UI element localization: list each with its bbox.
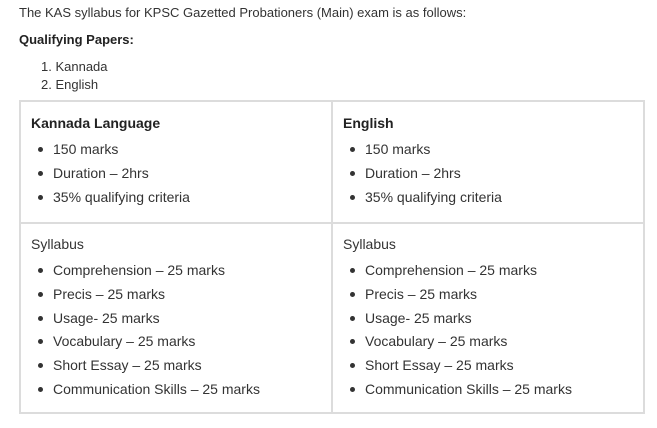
list-item: Comprehension – 25 marks [350,260,633,280]
list-item: Short Essay – 25 marks [38,355,321,375]
cell-heading: Kannada Language [31,115,161,131]
table-row: Kannada Language 150 marks Duration – 2h… [19,100,645,224]
list-item: 35% qualifying criteria [350,187,633,207]
list-item: Communication Skills – 25 marks [350,379,633,399]
syllabus-table: Kannada Language 150 marks Duration – 2h… [19,100,645,414]
qualifying-papers-list: 1. Kannada 2. English [41,58,108,94]
table-row: Syllabus Comprehension – 25 marks Precis… [19,222,645,414]
list-item: Communication Skills – 25 marks [38,379,321,399]
list-item: 2. English [41,77,99,92]
qualifying-papers-heading: Qualifying Papers: [19,32,134,47]
list-item: 150 marks [350,139,633,159]
list-item: Short Essay – 25 marks [350,355,633,375]
list-item: Precis – 25 marks [38,284,321,304]
list-item: 1. Kannada [41,59,108,74]
list-item: 35% qualifying criteria [38,187,321,207]
table-cell-english: English 150 marks Duration – 2hrs 35% qu… [331,100,645,224]
table-cell-kannada-syllabus: Syllabus Comprehension – 25 marks Precis… [19,222,333,414]
list-item: Comprehension – 25 marks [38,260,321,280]
cell-heading: English [343,115,394,131]
cell-bullet-list: Comprehension – 25 marks Precis – 25 mar… [343,260,633,399]
cell-bullet-list: 150 marks Duration – 2hrs 35% qualifying… [343,139,633,207]
list-item: 150 marks [38,139,321,159]
table-cell-kannada-language: Kannada Language 150 marks Duration – 2h… [19,100,333,224]
table-cell-english-syllabus: Syllabus Comprehension – 25 marks Precis… [331,222,645,414]
list-item: Vocabulary – 25 marks [350,331,633,351]
cell-heading: Syllabus [31,236,84,252]
list-item: Duration – 2hrs [350,163,633,183]
cell-bullet-list: 150 marks Duration – 2hrs 35% qualifying… [31,139,321,207]
cell-heading: Syllabus [343,236,396,252]
cell-bullet-list: Comprehension – 25 marks Precis – 25 mar… [31,260,321,399]
list-item: Usage- 25 marks [350,308,633,328]
list-item: Precis – 25 marks [350,284,633,304]
list-item: Duration – 2hrs [38,163,321,183]
intro-paragraph: The KAS syllabus for KPSC Gazetted Proba… [19,5,467,20]
list-item: Usage- 25 marks [38,308,321,328]
list-item: Vocabulary – 25 marks [38,331,321,351]
